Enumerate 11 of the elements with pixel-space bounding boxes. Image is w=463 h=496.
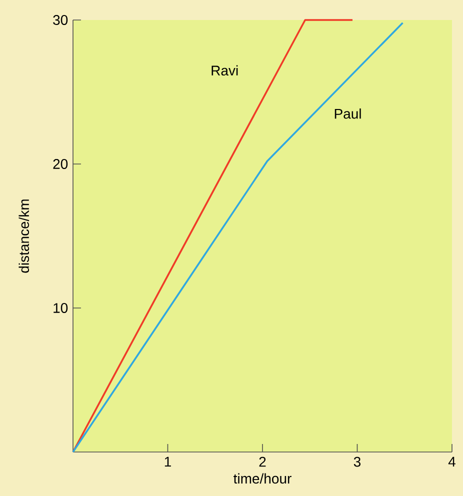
- series-label: Paul: [334, 108, 361, 119]
- x-tick-label: 2: [259, 456, 266, 467]
- x-tick-label: 3: [354, 456, 361, 467]
- y-tick-label: 20: [53, 159, 68, 169]
- y-tick-label: 10: [54, 303, 68, 313]
- x-tick-label: 4: [448, 456, 456, 466]
- y-tick-label: 30: [53, 15, 68, 25]
- x-axis-title: time/hour: [234, 473, 292, 484]
- text: Ravi: [212, 65, 238, 76]
- x-tick-label: 1: [164, 456, 171, 466]
- y-axis-title: distance/km: [18, 200, 30, 273]
